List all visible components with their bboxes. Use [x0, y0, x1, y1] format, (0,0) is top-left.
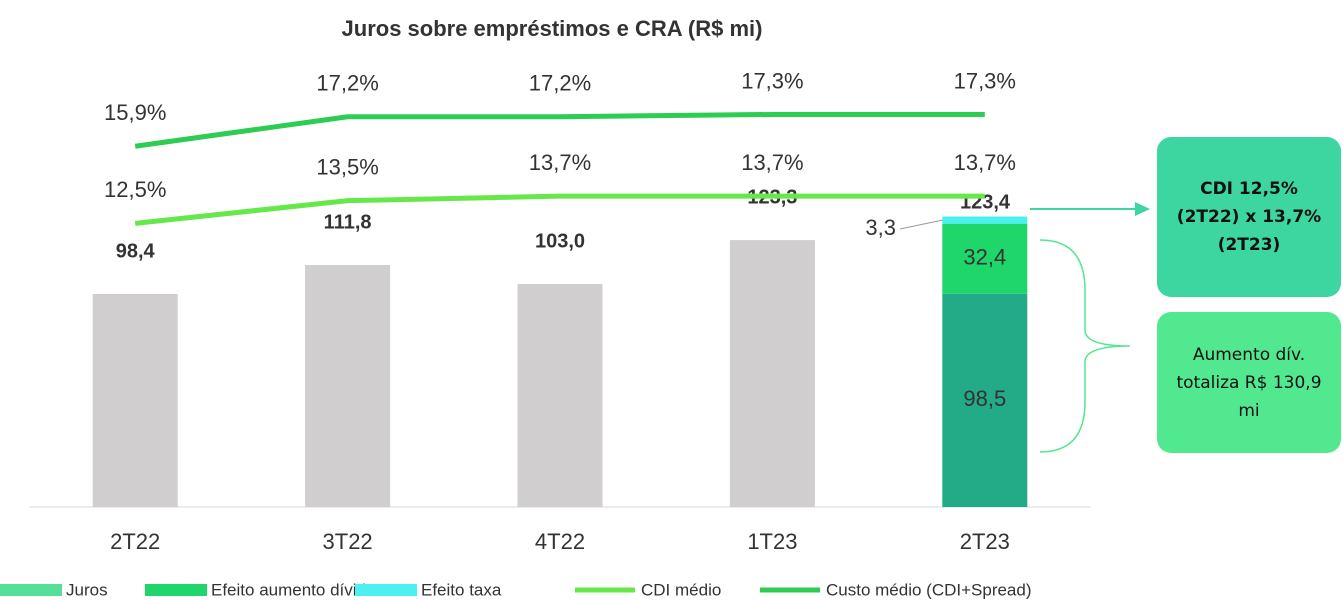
x-tick-label: 4T22 — [535, 529, 585, 554]
value-label: 17,2% — [529, 71, 591, 96]
value-label: 17,3% — [741, 68, 803, 93]
bar — [942, 223, 1028, 294]
value-label: 13,7% — [741, 150, 803, 175]
value-label: 13,7% — [529, 150, 591, 175]
legend-label: Efeito aumento dívida — [211, 580, 376, 599]
bar — [729, 240, 815, 507]
legend-swatch — [355, 584, 417, 596]
cdi-note: CDI 12,5% (2T22) x 13,7% (2T23) — [1157, 137, 1341, 297]
legend-swatch — [145, 584, 207, 596]
value-label: 3,3 — [865, 215, 896, 240]
legend-label: Custo médio (CDI+Spread) — [826, 580, 1032, 599]
legend-swatch — [0, 584, 62, 596]
bar — [942, 293, 1028, 507]
value-label: 13,5% — [316, 154, 378, 179]
bar — [92, 293, 178, 507]
brace — [1039, 239, 1131, 453]
x-tick-label: 3T22 — [323, 529, 373, 554]
value-label: 111,8 — [324, 211, 372, 233]
value-label: 17,3% — [954, 68, 1016, 93]
value-label: 103,0 — [535, 230, 585, 252]
legend-label: Efeito taxa — [421, 580, 502, 599]
value-label: 13,7% — [954, 150, 1016, 175]
value-label: 17,2% — [316, 71, 378, 96]
x-tick-label: 1T23 — [747, 529, 797, 554]
bar — [942, 216, 1028, 224]
line — [134, 193, 985, 226]
debt-note: Aumento dív. totaliza R$ 130,9 mi — [1157, 312, 1341, 453]
x-tick-label: 2T22 — [110, 529, 160, 554]
line — [134, 111, 985, 149]
legend-label: Juros — [66, 580, 108, 599]
bar — [517, 284, 603, 507]
value-label: 12,5% — [104, 177, 166, 202]
value-label: 15,9% — [104, 100, 166, 125]
chart-title: Juros sobre empréstimos e CRA (R$ mi) — [342, 16, 763, 41]
arrow-head — [1135, 202, 1150, 216]
legend-label: CDI médio — [641, 580, 721, 599]
value-label: 98,4 — [116, 240, 156, 262]
bar — [305, 264, 391, 507]
leader-line — [899, 219, 943, 230]
value-label: 32,4 — [963, 245, 1006, 270]
value-label: 98,5 — [963, 386, 1006, 411]
x-tick-label: 2T23 — [960, 529, 1010, 554]
